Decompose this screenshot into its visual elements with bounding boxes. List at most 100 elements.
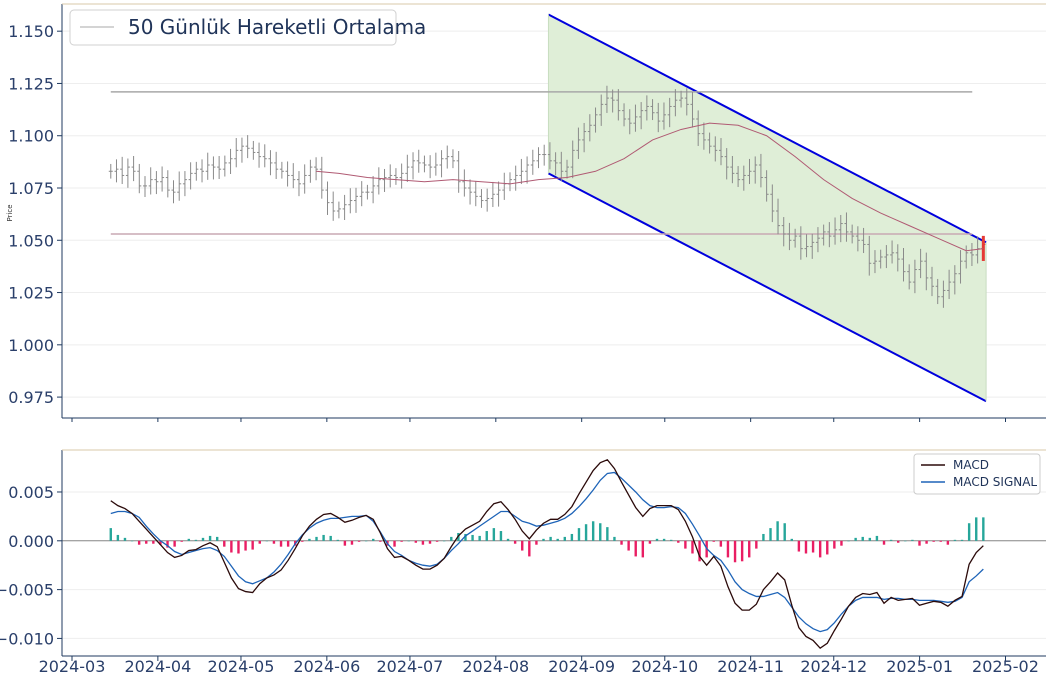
ohlc-bar xyxy=(565,159,570,179)
ohlc-bar xyxy=(530,149,535,175)
ohlc-bar xyxy=(125,158,130,188)
macd-signal-line xyxy=(110,471,984,633)
ohlc-bar xyxy=(593,107,598,133)
macd-xtick-label: 2024-05 xyxy=(208,657,275,676)
ohlc-bar xyxy=(411,152,416,180)
ohlc-bar xyxy=(644,95,649,121)
macd-histogram-bar xyxy=(492,528,496,541)
macd-histogram-bar xyxy=(797,540,801,552)
price-legend-box xyxy=(69,9,397,46)
macd-histogram-bar xyxy=(584,524,588,541)
ohlc-bar xyxy=(268,150,273,176)
macd-histogram-bar xyxy=(662,538,666,541)
macd-histogram-bar xyxy=(435,540,439,542)
ohlc-bar xyxy=(804,234,809,258)
ohlc-bar xyxy=(120,156,125,185)
macd-histogram-bar xyxy=(698,540,701,562)
macd-histogram-bar xyxy=(407,540,410,542)
ohlc-bar xyxy=(815,227,820,253)
macd-histogram-bar xyxy=(748,540,751,558)
ohlc-bar xyxy=(633,104,638,132)
ohlc-bar xyxy=(679,90,684,108)
ohlc-bar xyxy=(667,97,672,128)
ohlc-bar xyxy=(787,222,792,251)
price-ylabel: Price xyxy=(6,204,14,221)
macd-histogram-bar xyxy=(719,540,723,547)
ohlc-bar xyxy=(604,85,609,113)
ohlc-bar xyxy=(918,248,923,279)
macd-histogram-bar xyxy=(137,540,141,545)
ohlc-bar xyxy=(331,191,336,221)
ohlc-bar xyxy=(131,156,136,182)
ohlc-bar xyxy=(758,153,763,188)
macd-xtick-label: 2024-12 xyxy=(800,657,867,676)
price-ytick-label: 0.975 xyxy=(8,388,54,407)
ohlc-bar xyxy=(559,151,564,182)
macd-histogram-bar xyxy=(648,540,652,544)
ohlc-bar xyxy=(833,217,838,245)
macd-histogram-bar xyxy=(506,538,510,541)
ohlc-bar xyxy=(348,188,353,214)
macd-histogram-bar xyxy=(258,540,261,544)
ohlc-bar xyxy=(456,150,461,193)
ohlc-bar xyxy=(239,137,244,163)
macd-histogram-bar xyxy=(591,521,595,541)
ohlc-bar xyxy=(142,176,147,197)
price-ytick-label: 1.000 xyxy=(8,336,54,355)
macd-histogram-bar xyxy=(244,540,247,551)
macd-histogram-bar xyxy=(372,538,375,541)
ohlc-bar xyxy=(262,144,267,168)
macd-histogram-bar xyxy=(223,540,226,547)
ohlc-bar xyxy=(279,161,284,179)
ohlc-bar xyxy=(622,103,627,127)
macd-histogram-bar xyxy=(712,540,715,542)
macd-xtick-label: 2024-11 xyxy=(717,657,784,676)
macd-histogram-bar xyxy=(379,540,382,542)
ohlc-bar xyxy=(610,89,615,113)
ohlc-bar xyxy=(245,135,250,159)
macd-histogram-bar xyxy=(450,536,453,541)
macd-histogram-bar xyxy=(833,540,836,549)
macd-histogram-bar xyxy=(357,540,361,542)
ohlc-bar xyxy=(314,157,319,181)
ohlc-bar xyxy=(234,138,239,168)
macd-histogram-bar xyxy=(350,540,354,545)
macd-histogram-bar xyxy=(251,540,254,550)
macd-histogram-bar xyxy=(613,536,616,541)
ohlc-bar xyxy=(171,180,176,204)
ohlc-bar xyxy=(439,150,444,178)
macd-histogram-bar xyxy=(542,538,545,541)
macd-histogram-bar xyxy=(897,540,900,543)
macd-histogram-bar xyxy=(201,537,205,541)
macd-histogram-bar xyxy=(769,528,772,541)
ohlc-bar xyxy=(935,278,940,305)
ohlc-bar xyxy=(205,152,210,180)
macd-ytick-label: −0.005 xyxy=(0,581,54,600)
macd-histogram-bar xyxy=(528,540,531,557)
macd-histogram-bar xyxy=(187,538,191,541)
macd-histogram-bar xyxy=(308,538,311,541)
macd-histogram-bar xyxy=(911,539,914,541)
macd-histogram-bar xyxy=(123,537,127,541)
macd-histogram-bar xyxy=(627,540,630,551)
ohlc-bar xyxy=(872,250,877,274)
ohlc-bar xyxy=(878,249,883,269)
ohlc-bar xyxy=(969,242,974,266)
ohlc-bar xyxy=(947,269,952,300)
macd-histogram-bar xyxy=(237,540,240,554)
ohlc-bar xyxy=(108,163,113,179)
ohlc-bar xyxy=(576,127,581,159)
ohlc-bar xyxy=(770,184,775,223)
macd-histogram-bar xyxy=(279,540,283,547)
ohlc-bar xyxy=(684,88,689,116)
ohlc-bar xyxy=(912,259,917,294)
ohlc-bar xyxy=(433,152,438,176)
macd-histogram-bar xyxy=(329,535,332,541)
ohlc-bar xyxy=(827,222,832,248)
macd-xtick-label: 2024-06 xyxy=(293,657,360,676)
macd-histogram-bar xyxy=(485,531,488,541)
macd-histogram-bar xyxy=(740,540,744,562)
ohlc-bar xyxy=(513,165,518,191)
ohlc-bar xyxy=(838,214,843,243)
macd-histogram-bar xyxy=(145,540,148,544)
